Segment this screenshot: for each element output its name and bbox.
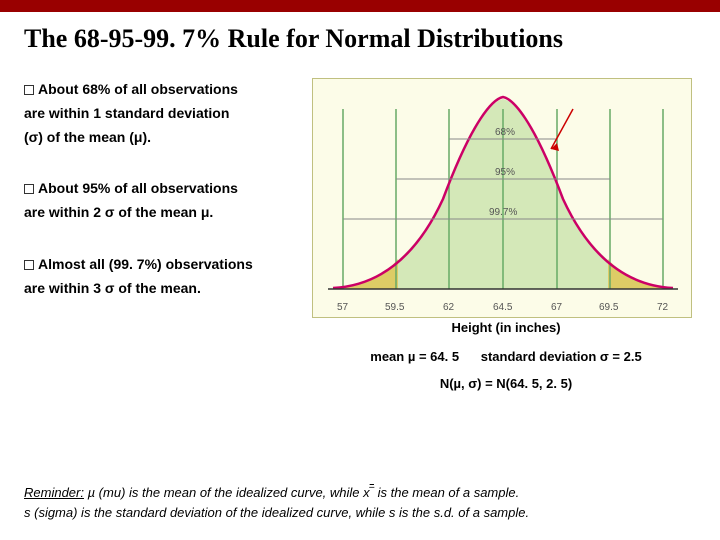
rule-997: Almost all (99. 7%) observations are wit… (24, 253, 304, 301)
rule-text: are within 2 σ of the mean μ. (24, 204, 213, 220)
tick: 67 (551, 302, 562, 313)
axis-label: Height (in inches) (304, 320, 708, 335)
notation-line: N(µ, σ) = N(64. 5, 2. 5) (304, 376, 708, 391)
normal-chart: 68% 95% 99.7% 57 59.5 62 64.5 67 69.5 72 (312, 78, 692, 318)
rule-text: About 95% of all observations (38, 180, 238, 196)
tick: 64.5 (493, 302, 512, 313)
chart-column: Inflection point (304, 78, 708, 391)
rule-text: are within 3 σ of the mean. (24, 280, 201, 296)
tick: 72 (657, 302, 668, 313)
rule-text: About 68% of all observations (38, 81, 238, 97)
rule-text: (σ) of the mean (μ). (24, 129, 151, 145)
reminder-text: s (sigma) is the standard deviation of t… (24, 505, 529, 520)
bullet-icon (24, 260, 34, 270)
tick: 69.5 (599, 302, 618, 313)
rule-95: About 95% of all observations are within… (24, 177, 304, 225)
rule-68: About 68% of all observations are within… (24, 78, 304, 149)
tick: 62 (443, 302, 454, 313)
pct-68: 68% (495, 127, 515, 138)
mean-text: mean µ = 64. 5 (370, 349, 459, 364)
sd-text: standard deviation σ = 2.5 (481, 349, 642, 364)
rule-text: Almost all (99. 7%) observations (38, 256, 253, 272)
stats-line: mean µ = 64. 5 standard deviation σ = 2.… (304, 349, 708, 364)
rule-text: are within 1 standard deviation (24, 105, 229, 121)
page-title: The 68-95-99. 7% Rule for Normal Distrib… (0, 12, 720, 60)
tick: 59.5 (385, 302, 404, 313)
reminder-text: µ (mu) is the mean of the idealized curv… (84, 485, 370, 500)
reminder-text: is the mean of a sample. (374, 485, 519, 500)
rules-column: About 68% of all observations are within… (24, 78, 304, 391)
content-row: About 68% of all observations are within… (0, 60, 720, 391)
pct-997: 99.7% (489, 207, 517, 218)
reminder-footer: Reminder: µ (mu) is the mean of the idea… (24, 483, 696, 522)
bullet-icon (24, 85, 34, 95)
reminder-label: Reminder: (24, 485, 84, 500)
top-accent-bar (0, 0, 720, 12)
chart-svg (313, 79, 693, 319)
tick: 57 (337, 302, 348, 313)
pct-95: 95% (495, 167, 515, 178)
bullet-icon (24, 184, 34, 194)
